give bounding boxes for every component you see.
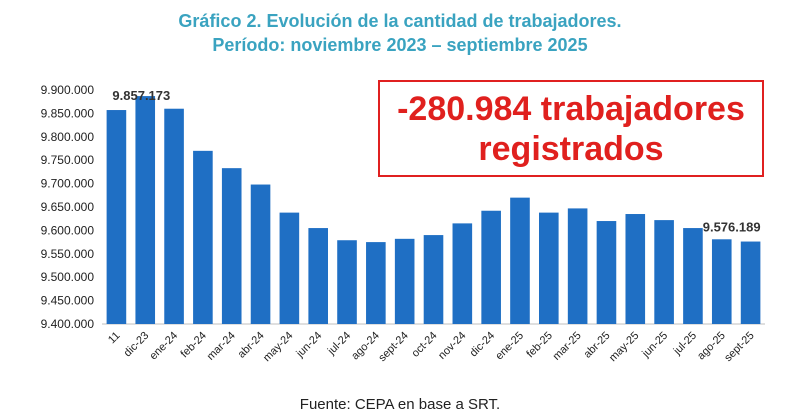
x-tick-label: sept-24 [376,330,410,364]
bar-chart: 9.400.000 9.450.000 9.500.000 9.550.000 9.60… [41,83,765,364]
x-tick-label: ene-25 [493,330,526,363]
x-tick-label: jun-24 [294,330,325,361]
x-tick-label: dic-24 [468,330,498,360]
chart-title-line2: Período: noviembre 2023 – septiembre 202… [212,35,588,55]
x-tick-label: oct-24 [410,330,440,360]
x-tick-label: mar-25 [551,330,584,363]
bar-feb-24 [193,150,213,324]
y-tick-label: 9.900.000 [41,83,95,97]
bar-11 [106,110,127,325]
y-tick-label: 9.450.000 [41,294,95,308]
bar-nov-24 [452,223,473,324]
bar-sept-25 [740,241,761,324]
x-tick-label: feb-24 [178,330,209,361]
y-tick-label: 9.850.000 [41,106,95,120]
bar-sept-24 [394,238,415,324]
total-change-callout: -280.984 trabajadores registrados [378,80,764,177]
x-tick-label: may-24 [261,330,295,364]
bar-jul-25 [683,228,703,324]
x-tick-label: may-25 [607,330,641,364]
y-tick-label: 9.650.000 [41,200,95,214]
bar-jun-25 [654,220,674,324]
bar-ago-25 [711,239,732,324]
bar-dic-23 [135,96,156,324]
y-tick-label: 9.600.000 [41,223,95,237]
bar-mar-24 [221,168,242,324]
bar-may-25 [625,214,646,324]
x-tick-label: jun-25 [639,330,670,361]
y-tick-label: 9.800.000 [41,130,95,144]
bar-abr-24 [250,184,271,324]
callout-line1: -280.984 trabajadores [397,89,745,128]
bar-ago-24 [366,242,386,324]
y-tick-label: 9.750.000 [41,153,95,167]
y-tick-label: 9.550.000 [41,247,95,261]
x-tick-label: ene-24 [147,330,180,363]
bar-abr-25 [596,221,617,324]
bar-oct-24 [423,235,444,324]
source-note: Fuente: CEPA en base a SRT. [299,396,501,413]
bar-ene-24 [164,108,184,324]
y-tick-label: 9.500.000 [41,270,95,284]
x-tick-label: nov-24 [436,330,468,362]
x-tick-label: dic-23 [122,330,152,360]
chart-title-line1: Gráfico 2. Evolución de la cantidad de t… [178,11,622,31]
y-tick-label: 9.400.000 [41,317,95,331]
data-label: 9.857.173 [112,88,170,103]
data-label: 9.576.189 [703,220,761,235]
bar-jun-24 [308,228,328,324]
bar-dic-24 [481,210,501,324]
bar-feb-25 [539,212,559,324]
x-tick-label: feb-25 [524,330,555,361]
bar-ene-25 [510,197,530,324]
x-tick-label: mar-24 [205,330,238,363]
bar-may-24 [279,212,300,324]
bar-jul-24 [337,240,357,324]
x-tick-label: sept-25 [722,330,756,364]
x-tick-label: 11 [106,330,123,347]
bar-mar-25 [567,208,588,324]
y-tick-label: 9.700.000 [41,177,95,191]
callout-line2: registrados [478,129,664,168]
